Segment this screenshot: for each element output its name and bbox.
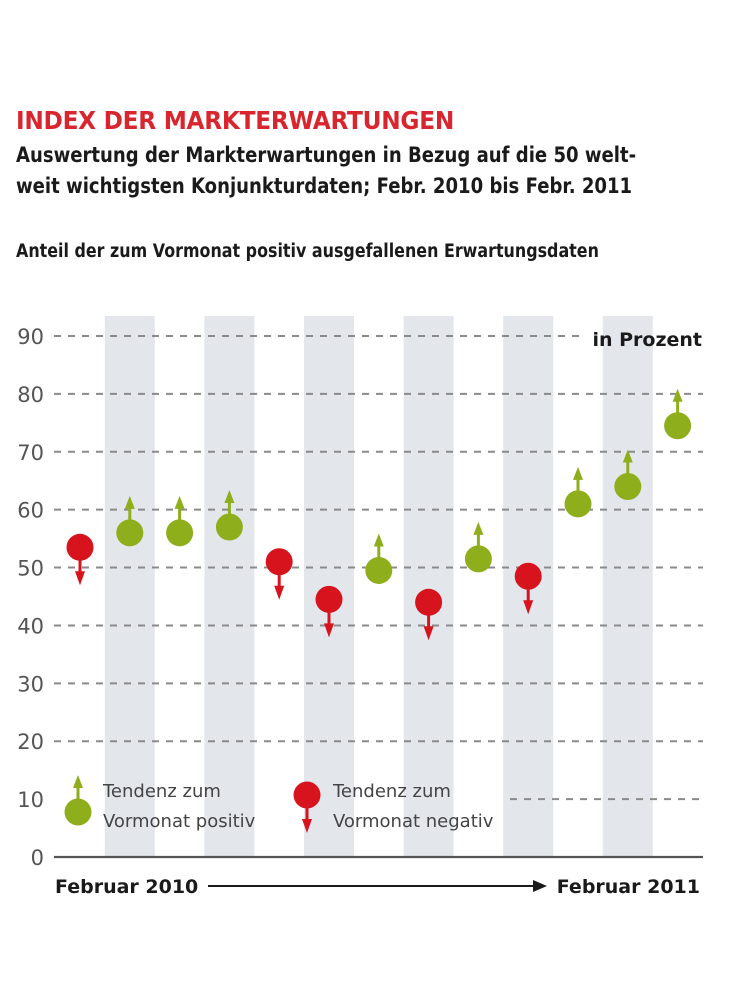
negative-dot [514,562,542,590]
data-point [215,490,243,541]
positive-dot [64,798,92,826]
data-point [564,466,592,518]
legend-label-line1: Tendenz zum [332,781,451,802]
arrow-up-icon [224,490,235,504]
subtitle-line-1: Auswertung der Markterwartungen in Bezug… [16,143,637,167]
data-point [664,388,692,440]
arrow-up-icon [622,449,633,463]
y-tick-label: 10 [17,788,44,812]
data-point [315,585,343,638]
data-point [66,533,94,586]
data-point [514,562,542,615]
legend-marker-positive [64,775,92,826]
arrow-up-icon [73,775,83,788]
arrow-up-icon [373,533,384,547]
data-point [614,449,642,501]
positive-dot [116,519,144,547]
legend-label-line2: Vormonat negativ [333,811,494,832]
negative-dot [293,781,321,809]
data-point [365,533,393,584]
arrow-down-icon [302,819,312,833]
data-point [116,495,144,547]
chart-caption: Anteil der zum Vormonat positiv ausgefal… [16,241,599,262]
chart-title: INDEX DER MARKTERWARTUNGEN [16,106,455,135]
negative-dot [66,533,94,561]
subtitle-line-2: weit wichtigsten Konjunkturdaten; Febr. … [16,174,633,198]
x-end-label: Februar 2011 [557,876,700,898]
positive-dot [614,473,642,501]
data-point [415,588,443,641]
column-band [602,316,653,857]
arrow-down-icon [324,623,334,638]
positive-dot [166,519,194,547]
positive-dot [365,556,393,584]
positive-dot [464,545,492,573]
legend: Tendenz zum Vormonat positiv Tendenz zum Vo… [64,775,494,833]
timeline-arrow-head-icon [533,880,547,892]
y-tick-label: 70 [17,441,44,465]
positive-dot [664,412,692,440]
y-tick-label: 20 [17,730,44,754]
y-tick-label: 40 [17,614,44,638]
negative-dot [265,548,293,576]
arrow-up-icon [573,466,583,480]
y-tick-label: 50 [17,557,44,581]
arrow-down-icon [274,585,285,600]
x-start-label: Februar 2010 [55,876,198,898]
y-tick-label: 60 [17,499,44,523]
data-points [66,388,692,641]
y-tick-label: 30 [17,672,44,696]
chart-subtitle: Auswertung der Markterwartungen in Bezug… [16,140,636,202]
arrow-up-icon [124,495,135,509]
arrow-up-icon [473,521,484,535]
data-point [464,521,492,573]
legend-label-line1: Tendenz zum [102,781,221,802]
y-tick-label: 90 [17,325,44,349]
unit-label: in Prozent [592,329,702,351]
legend-label-line2: Vormonat positiv [103,811,256,832]
data-point [166,495,194,547]
y-tick-label: 80 [17,383,44,407]
legend-marker-negative [293,781,321,833]
positive-dot [215,513,243,541]
arrow-down-icon [423,626,434,641]
arrow-down-icon [75,571,85,586]
y-tick-label: 0 [31,846,44,870]
arrow-up-icon [672,388,683,402]
negative-dot [315,585,343,613]
column-band [403,316,454,857]
column-band [104,316,155,857]
arrow-down-icon [523,600,534,615]
column-band [204,316,255,857]
data-point [265,548,293,600]
arrow-up-icon [174,495,185,509]
negative-dot [415,588,443,616]
positive-dot [564,490,592,518]
y-tick-labels: 0 10 20 30 40 50 60 70 80 90 [17,325,44,870]
column-bands [104,316,653,857]
